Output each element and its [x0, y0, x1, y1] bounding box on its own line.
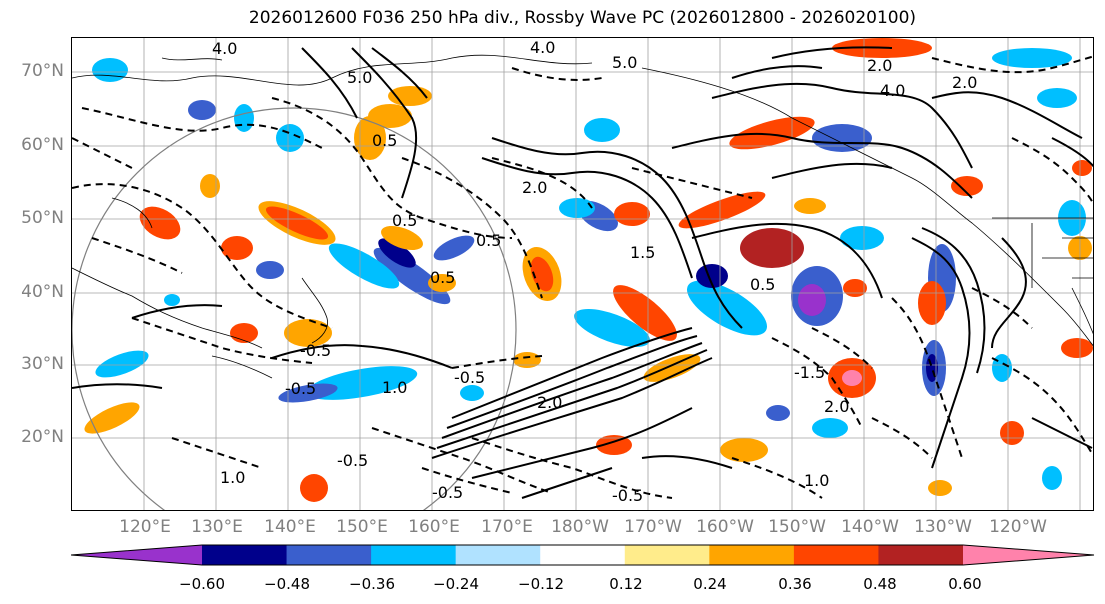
- lon-label-120e: 120°E: [119, 517, 171, 537]
- negative-contours: [72, 55, 1093, 499]
- contour-label: -0.5: [285, 379, 316, 398]
- lon-label-130w: 130°W: [914, 517, 972, 537]
- lat-label-50n: 50°N: [21, 208, 64, 228]
- contour-label: 2.0: [522, 178, 547, 197]
- contour-label: 1.0: [804, 471, 829, 490]
- lon-label-130e: 130°E: [191, 517, 243, 537]
- colorbar-tick-label: 0.24: [693, 575, 727, 593]
- lat-label-70n: 70°N: [21, 61, 64, 81]
- contour-label: 2.0: [824, 397, 849, 416]
- lon-label-180w: 180°W: [551, 517, 609, 537]
- contour-label: -0.5: [612, 486, 643, 505]
- colorbar-segment: [963, 545, 1094, 565]
- lon-label-140w: 140°W: [841, 517, 899, 537]
- lon-label-150e: 150°E: [336, 517, 388, 537]
- contour-label: 0.5: [750, 275, 775, 294]
- contour-label: -1.5: [794, 363, 825, 382]
- contour-label: 2.0: [952, 73, 977, 92]
- lat-label-30n: 30°N: [21, 354, 64, 374]
- colorbar-tick-label: −0.24: [433, 575, 479, 593]
- colorbar-segment: [878, 545, 964, 565]
- contour-label: 4.0: [880, 81, 905, 100]
- contour-label: 1.0: [382, 378, 407, 397]
- colorbar-segment: [793, 545, 879, 565]
- divergence-shading: [84, 38, 1093, 502]
- lon-label-170w: 170°W: [624, 517, 682, 537]
- contour-label: -0.5: [454, 368, 485, 387]
- lon-label-140e: 140°E: [264, 517, 316, 537]
- colorbar-tick-label: 0.36: [778, 575, 812, 593]
- contour-label: 5.0: [347, 68, 372, 87]
- positive-contours: [72, 46, 1093, 499]
- contour-label: -0.5: [337, 451, 368, 470]
- map-panel: 4.0 5.0 4.0 5.0 2.0 2.0 4.0 0.5 0.5 2.0 …: [71, 37, 1094, 511]
- colorbar-tick-label: −0.48: [264, 575, 310, 593]
- contour-label: 1.5: [630, 243, 655, 262]
- lon-label-160e: 160°E: [408, 517, 460, 537]
- contour-label: 1.0: [220, 468, 245, 487]
- contour-label: 0.5: [430, 268, 455, 287]
- lat-label-60n: 60°N: [21, 135, 64, 155]
- colorbar-segment: [624, 545, 710, 565]
- colorbar-tick-label: 0.60: [948, 575, 982, 593]
- lon-label-160w: 160°W: [696, 517, 754, 537]
- contour-label: 2.0: [867, 56, 892, 75]
- colorbar-segment: [202, 545, 288, 565]
- contour-label: -0.5: [432, 483, 463, 502]
- contour-label: 0.5: [392, 211, 417, 230]
- lat-label-40n: 40°N: [21, 282, 64, 302]
- colorbar: [71, 544, 1095, 566]
- colorbar-tick-label: −0.60: [179, 575, 225, 593]
- colorbar-tick-label: 0.12: [609, 575, 643, 593]
- lon-label-170e: 170°E: [481, 517, 533, 537]
- contour-label: 0.5: [372, 131, 397, 150]
- coastlines: [72, 54, 1093, 379]
- colorbar-segment: [540, 545, 626, 565]
- lon-label-150w: 150°W: [768, 517, 826, 537]
- region-circle: [72, 107, 517, 510]
- contour-label: 2.0: [537, 393, 562, 412]
- colorbar-tick-label: −0.36: [349, 575, 395, 593]
- colorbar-outline: [71, 544, 1095, 566]
- colorbar-segment: [71, 545, 202, 565]
- figure-title: 2026012600 F036 250 hPa div., Rossby Wav…: [248, 8, 917, 28]
- contour-label: 0.5: [476, 231, 501, 250]
- colorbar-segment: [455, 545, 541, 565]
- colorbar-tick-label: 0.48: [863, 575, 897, 593]
- colorbar-segment: [371, 545, 457, 565]
- contour-label: -0.5: [300, 341, 331, 360]
- colorbar-segment: [709, 545, 795, 565]
- map-canvas: 4.0 5.0 4.0 5.0 2.0 2.0 4.0 0.5 0.5 2.0 …: [72, 38, 1093, 510]
- contour-label: 4.0: [212, 39, 237, 58]
- colorbar-segment: [286, 545, 372, 565]
- lat-label-20n: 20°N: [21, 427, 64, 447]
- contour-label: 4.0: [530, 38, 555, 57]
- colorbar-tick-label: −0.12: [518, 575, 564, 593]
- contour-label: 5.0: [612, 53, 637, 72]
- lon-label-120w: 120°W: [989, 517, 1047, 537]
- graticule: [72, 38, 1093, 510]
- contour-labels: 4.0 5.0 4.0 5.0 2.0 2.0 4.0 0.5 0.5 2.0 …: [212, 38, 977, 505]
